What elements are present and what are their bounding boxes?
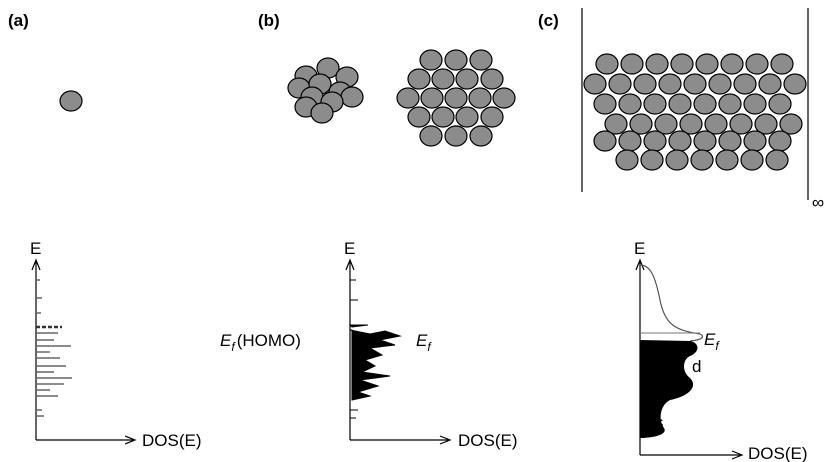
atom (694, 131, 716, 151)
atom (432, 107, 454, 127)
atom (432, 69, 454, 89)
atom (769, 94, 791, 114)
atom (671, 54, 693, 74)
panel-label: (b) (258, 11, 280, 30)
atom (719, 131, 741, 151)
atom (691, 150, 713, 170)
band-label: d (692, 357, 701, 376)
atom (644, 131, 666, 151)
fermi-label: Ef (704, 330, 720, 353)
atom (616, 150, 638, 170)
atom (634, 74, 656, 94)
energy-axis-label: E (30, 239, 41, 258)
atom (784, 74, 806, 94)
cluster-dos (350, 280, 400, 418)
panel-label: (c) (538, 11, 559, 30)
energy-axis-label: E (344, 239, 355, 258)
atom (669, 94, 691, 114)
atom (311, 103, 333, 123)
atom (420, 50, 442, 70)
atom (481, 107, 503, 127)
atom (594, 94, 616, 114)
atom (408, 107, 430, 127)
atom (470, 50, 492, 70)
atom (456, 107, 478, 127)
bulk-dos-empty (640, 265, 703, 341)
atom (741, 150, 763, 170)
atom (646, 54, 668, 74)
atom (746, 54, 768, 74)
atom (644, 94, 666, 114)
atom (744, 131, 766, 151)
bulk-dos-filled (640, 340, 698, 438)
atom (493, 88, 515, 108)
atom (734, 74, 756, 94)
atom (744, 94, 766, 114)
atom (621, 54, 643, 74)
atom (769, 131, 791, 151)
atom (666, 150, 688, 170)
atom (684, 74, 706, 94)
atoms (60, 50, 806, 170)
atom (619, 94, 641, 114)
atom (397, 88, 419, 108)
axes (32, 260, 742, 459)
atom (341, 87, 363, 107)
infinity: ∞ (812, 193, 824, 212)
atom (470, 126, 492, 146)
atom (694, 94, 716, 114)
atom (445, 88, 467, 108)
dos-axis-label: DOS(E) (142, 431, 202, 450)
atom (771, 54, 793, 74)
atom (469, 88, 491, 108)
atom (420, 126, 442, 146)
dos-axis-label: DOS(E) (748, 444, 808, 462)
atom (584, 74, 606, 94)
fermi-label: Ef (416, 331, 432, 354)
fermi-label: Ef(HOMO) (220, 331, 301, 354)
atom (596, 54, 618, 74)
atom (408, 69, 430, 89)
atom (716, 150, 738, 170)
band-label: s (655, 413, 664, 432)
atom (445, 50, 467, 70)
atom (594, 131, 616, 151)
discrete-levels (36, 280, 72, 416)
atom (669, 131, 691, 151)
atom (759, 74, 781, 94)
atom (709, 74, 731, 94)
atom (766, 150, 788, 170)
dos-axis-label: DOS(E) (458, 431, 518, 450)
atom (619, 131, 641, 151)
atom (641, 150, 663, 170)
atom (60, 91, 82, 111)
atom (721, 54, 743, 74)
atom (659, 74, 681, 94)
atom (456, 69, 478, 89)
figure: (a) (b) (c) ∞ E E E DOS(E) DOS(E) DOS(E)… (0, 0, 829, 462)
atom (609, 74, 631, 94)
atom (421, 88, 443, 108)
atom (719, 94, 741, 114)
atom (481, 69, 503, 89)
atom (445, 126, 467, 146)
panel-label: (a) (8, 11, 29, 30)
energy-axis-label: E (634, 239, 645, 258)
atom (696, 54, 718, 74)
